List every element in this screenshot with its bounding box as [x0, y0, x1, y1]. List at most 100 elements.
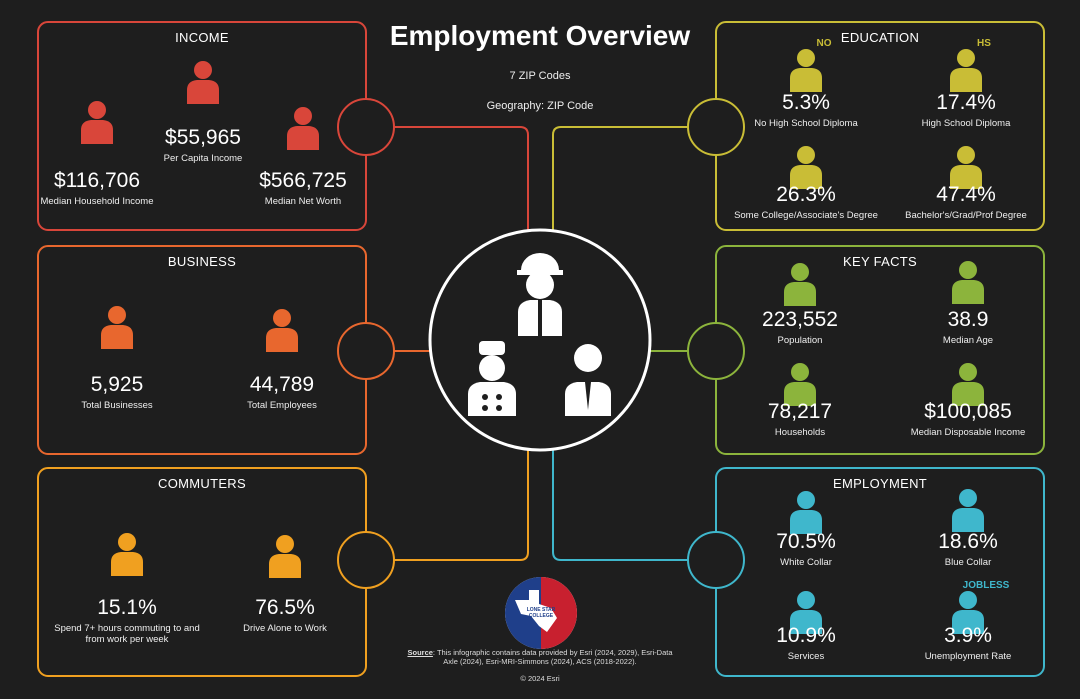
- head: [574, 344, 602, 372]
- panel-title: EMPLOYMENT: [832, 476, 927, 491]
- icon-badge: HS: [977, 38, 991, 49]
- item-label: Median Household Income: [40, 196, 154, 207]
- icon-head: [273, 309, 291, 327]
- item-icon: [269, 535, 301, 578]
- item-icon: [784, 263, 816, 306]
- head: [526, 271, 554, 299]
- icon-body: [790, 68, 822, 92]
- icon-head: [959, 489, 977, 507]
- icon-body: [101, 325, 133, 349]
- item-label: Median Disposable Income: [910, 427, 1026, 438]
- item-icon: [952, 489, 984, 532]
- icon-body: [287, 126, 319, 150]
- item-icon: [790, 591, 822, 634]
- item-label: Spend 7+ hours commuting to and from wor…: [54, 623, 200, 645]
- connector-node: [337, 531, 395, 589]
- hard-hat: [517, 253, 563, 275]
- item-label: Population: [777, 335, 823, 346]
- panel-title: BUSINESS: [167, 254, 237, 269]
- item-label: Some College/Associate's Degree: [734, 210, 878, 221]
- icon-head: [108, 306, 126, 324]
- head: [479, 355, 505, 381]
- item-value: 38.9: [947, 308, 989, 331]
- item-icon: [266, 309, 298, 352]
- item-value: 47.4%: [936, 183, 996, 206]
- item-icon: [952, 363, 984, 406]
- icon-head: [959, 591, 977, 609]
- icon-body: [950, 68, 982, 92]
- icon-badge: NO: [817, 38, 832, 49]
- icon-body: [187, 80, 219, 104]
- item-value: $55,965: [165, 126, 241, 149]
- icon-body: [950, 165, 982, 189]
- item-icon: [187, 61, 219, 104]
- item-label: Total Employees: [247, 400, 317, 411]
- icon-head: [797, 146, 815, 164]
- item-label: Blue Collar: [944, 557, 992, 568]
- icon-body: [790, 510, 822, 534]
- connector-node: [687, 98, 745, 156]
- connector: [552, 126, 688, 231]
- button: [482, 405, 488, 411]
- panel-title: KEY FACTS: [843, 254, 917, 269]
- item-icon: [790, 491, 822, 534]
- geography: Geography: ZIP Code: [486, 100, 594, 112]
- item-value: 17.4%: [936, 91, 996, 114]
- connector-node: [337, 322, 395, 380]
- logo-red: [541, 577, 577, 649]
- icon-body: [952, 508, 984, 532]
- icon-body: [111, 552, 143, 576]
- chef-buttons: [482, 300, 591, 411]
- connector: [394, 449, 529, 561]
- item-value: 10.9%: [776, 624, 836, 647]
- item-label: Per Capita Income: [163, 153, 243, 164]
- icon-head: [959, 261, 977, 279]
- icon-head: [294, 107, 312, 125]
- item-label: Median Net Worth: [264, 196, 342, 207]
- icon-badge: JOBLESS: [963, 580, 1010, 591]
- source: Source: This infographic contains data p…: [400, 648, 680, 666]
- icon-body: [952, 280, 984, 304]
- icon-body: [790, 610, 822, 634]
- chef-hat: [479, 341, 505, 355]
- connector-node: [337, 98, 395, 156]
- icon-body: [952, 382, 984, 406]
- button: [482, 394, 488, 400]
- item-value: $116,706: [53, 169, 141, 192]
- item-icon: [81, 101, 113, 144]
- connector: [394, 126, 529, 231]
- icon-head: [791, 263, 809, 281]
- item-value: 76.5%: [255, 596, 315, 619]
- source-text: : This infographic contains data provide…: [432, 648, 673, 666]
- icon-head: [957, 146, 975, 164]
- subtitle: 7 ZIP Codes: [509, 70, 571, 82]
- tie: [585, 382, 591, 410]
- icon-body: [81, 120, 113, 144]
- item-value: 15.1%: [97, 596, 157, 619]
- panel-title: INCOME: [175, 30, 229, 45]
- item-icon: [101, 306, 133, 349]
- logo-text: LONE STAR COLLEGE: [526, 607, 556, 619]
- item-value: 44,789: [249, 373, 315, 396]
- item-icon: [952, 261, 984, 304]
- panel-frame: [37, 245, 367, 455]
- icon-body: [266, 328, 298, 352]
- connector-node: [687, 531, 745, 589]
- body: [468, 382, 516, 416]
- copyright: © 2024 Esri: [520, 674, 560, 683]
- item-icon: [784, 363, 816, 406]
- item-label: Drive Alone to Work: [243, 623, 327, 634]
- icon-head: [118, 533, 136, 551]
- vest-line: [538, 300, 542, 336]
- item-label: Bachelor's/Grad/Prof Degree: [905, 210, 1027, 221]
- source-label: Source: [407, 648, 433, 657]
- icon-head: [276, 535, 294, 553]
- icon-head: [88, 101, 106, 119]
- item-icon: [111, 533, 143, 576]
- item-label: Total Businesses: [81, 400, 153, 411]
- title: Employment Overview: [389, 20, 691, 51]
- item-label: Unemployment Rate: [924, 651, 1012, 662]
- connector: [552, 449, 688, 561]
- item-icon: [287, 107, 319, 150]
